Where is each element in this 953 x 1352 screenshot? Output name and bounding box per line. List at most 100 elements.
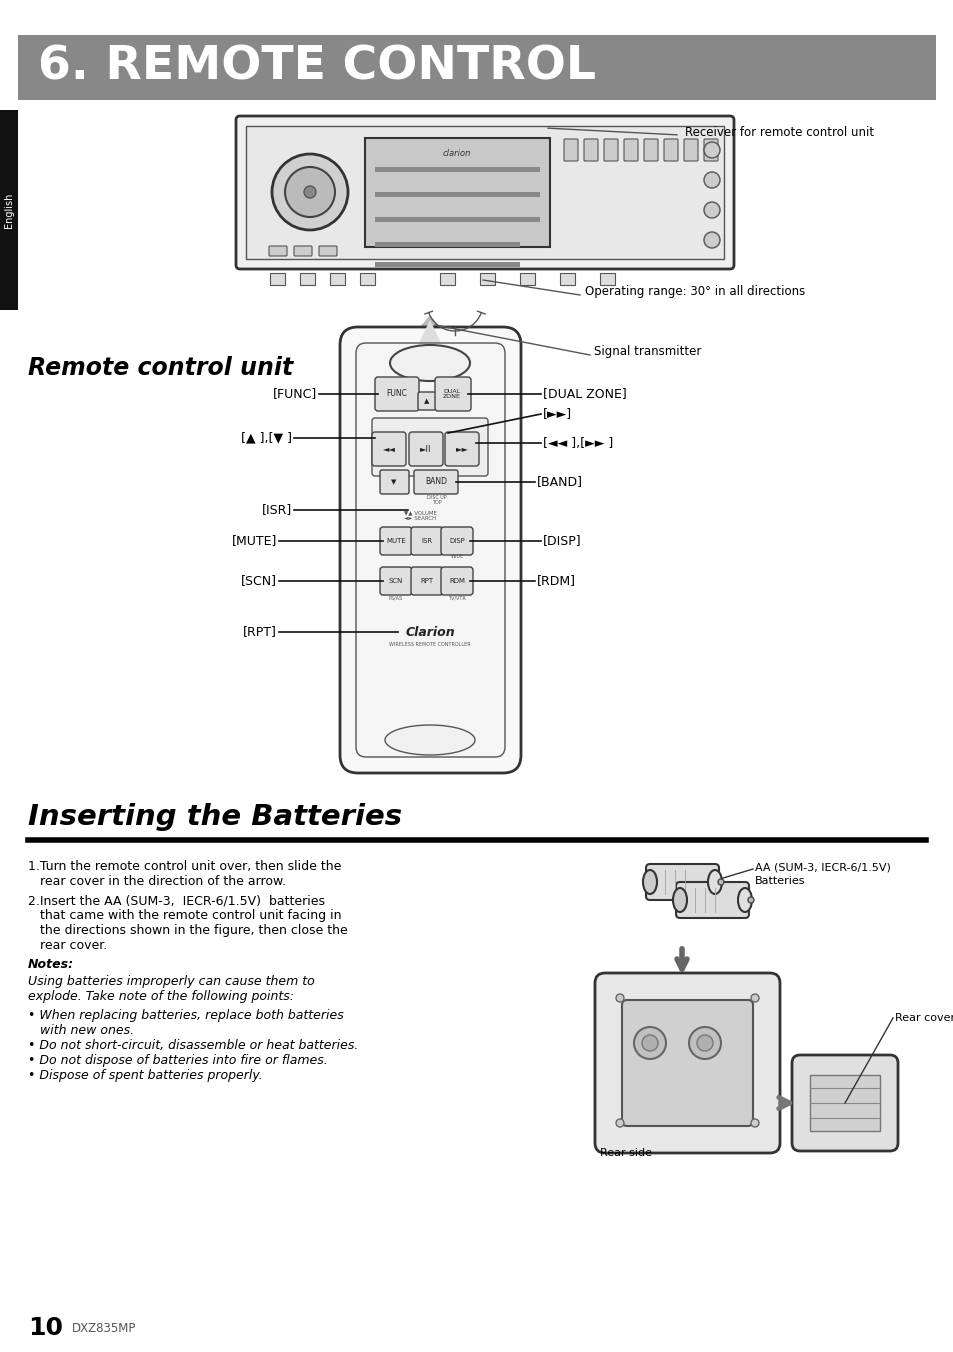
FancyBboxPatch shape bbox=[379, 566, 412, 595]
Text: PS/AS: PS/AS bbox=[389, 595, 402, 600]
FancyBboxPatch shape bbox=[440, 566, 473, 595]
Bar bbox=[375, 168, 539, 172]
FancyBboxPatch shape bbox=[414, 470, 457, 493]
Circle shape bbox=[616, 994, 623, 1002]
Circle shape bbox=[697, 1036, 712, 1051]
Text: Receiver for remote control unit: Receiver for remote control unit bbox=[684, 126, 873, 138]
Text: 2.Insert the AA (SUM-3,  IECR-6/1.5V)  batteries: 2.Insert the AA (SUM-3, IECR-6/1.5V) bat… bbox=[28, 894, 325, 907]
FancyBboxPatch shape bbox=[583, 139, 598, 161]
Bar bbox=[559, 273, 575, 285]
Text: [ISR]: [ISR] bbox=[261, 503, 292, 516]
Text: ▼▲ VOLUME
◄► SEARCH: ▼▲ VOLUME ◄► SEARCH bbox=[403, 511, 436, 522]
Bar bbox=[375, 218, 539, 222]
Text: [RDM]: [RDM] bbox=[537, 575, 576, 588]
Polygon shape bbox=[417, 320, 441, 345]
Text: • Do not dispose of batteries into fire or flames.: • Do not dispose of batteries into fire … bbox=[28, 1055, 328, 1067]
FancyBboxPatch shape bbox=[645, 864, 719, 900]
Ellipse shape bbox=[642, 869, 657, 894]
Text: WIDE: WIDE bbox=[450, 554, 463, 560]
Text: [MUTE]: [MUTE] bbox=[232, 534, 276, 548]
Text: [▲ ],[▼ ]: [▲ ],[▼ ] bbox=[241, 431, 292, 445]
Text: RPT: RPT bbox=[420, 579, 433, 584]
FancyBboxPatch shape bbox=[663, 139, 678, 161]
Text: MUTE: MUTE bbox=[386, 538, 405, 544]
Text: Operating range: 30° in all directions: Operating range: 30° in all directions bbox=[584, 285, 804, 299]
Text: RDM: RDM bbox=[449, 579, 464, 584]
Bar bbox=[18, 35, 935, 100]
Text: ▼: ▼ bbox=[391, 479, 396, 485]
Bar bbox=[359, 273, 375, 285]
Text: Rear cover: Rear cover bbox=[894, 1013, 953, 1023]
FancyBboxPatch shape bbox=[643, 139, 658, 161]
Text: [FUNC]: [FUNC] bbox=[273, 388, 316, 400]
Circle shape bbox=[718, 879, 723, 886]
FancyBboxPatch shape bbox=[379, 470, 409, 493]
FancyBboxPatch shape bbox=[379, 527, 412, 556]
Circle shape bbox=[750, 1119, 759, 1128]
Text: [DUAL ZONE]: [DUAL ZONE] bbox=[542, 388, 626, 400]
FancyBboxPatch shape bbox=[595, 973, 780, 1153]
Text: the directions shown in the figure, then close the: the directions shown in the figure, then… bbox=[28, 923, 348, 937]
Text: • Dispose of spent batteries properly.: • Dispose of spent batteries properly. bbox=[28, 1069, 262, 1082]
FancyBboxPatch shape bbox=[318, 246, 336, 256]
Text: Batteries: Batteries bbox=[754, 876, 804, 886]
Text: ►►: ►► bbox=[455, 445, 468, 453]
FancyBboxPatch shape bbox=[246, 126, 723, 260]
Text: [◄◄ ],[►► ]: [◄◄ ],[►► ] bbox=[542, 437, 613, 449]
Circle shape bbox=[272, 154, 348, 230]
FancyBboxPatch shape bbox=[676, 882, 748, 918]
Circle shape bbox=[703, 233, 720, 247]
Text: 6. REMOTE CONTROL: 6. REMOTE CONTROL bbox=[38, 45, 596, 91]
Text: AA (SUM-3, IECR-6/1.5V): AA (SUM-3, IECR-6/1.5V) bbox=[754, 863, 890, 873]
Text: explode. Take note of the following points:: explode. Take note of the following poin… bbox=[28, 990, 294, 1003]
Text: FUNC: FUNC bbox=[386, 389, 407, 399]
Bar bbox=[439, 273, 455, 285]
FancyBboxPatch shape bbox=[791, 1055, 897, 1151]
Text: English: English bbox=[4, 192, 14, 227]
Text: Clarion: Clarion bbox=[405, 626, 455, 638]
Circle shape bbox=[703, 201, 720, 218]
Text: Notes:: Notes: bbox=[28, 959, 74, 971]
Text: SCN: SCN bbox=[389, 579, 403, 584]
Text: • When replacing batteries, replace both batteries: • When replacing batteries, replace both… bbox=[28, 1009, 343, 1022]
Bar bbox=[519, 273, 535, 285]
Text: ►II: ►II bbox=[420, 445, 432, 453]
FancyBboxPatch shape bbox=[417, 392, 436, 410]
FancyBboxPatch shape bbox=[372, 418, 488, 476]
Circle shape bbox=[285, 168, 335, 218]
Text: POWER: POWER bbox=[386, 473, 403, 479]
Text: [BAND]: [BAND] bbox=[537, 476, 582, 488]
Text: TV/VTR: TV/VTR bbox=[448, 595, 465, 600]
Text: [SCN]: [SCN] bbox=[241, 575, 276, 588]
FancyBboxPatch shape bbox=[623, 139, 638, 161]
Circle shape bbox=[634, 1028, 665, 1059]
FancyBboxPatch shape bbox=[444, 433, 478, 466]
Text: 1.Turn the remote control unit over, then slide the: 1.Turn the remote control unit over, the… bbox=[28, 860, 341, 873]
Text: Remote control unit: Remote control unit bbox=[28, 356, 293, 380]
Ellipse shape bbox=[707, 869, 721, 894]
FancyBboxPatch shape bbox=[355, 343, 504, 757]
Text: DISP: DISP bbox=[449, 538, 464, 544]
Circle shape bbox=[641, 1036, 658, 1051]
Text: with new ones.: with new ones. bbox=[28, 1023, 134, 1037]
Circle shape bbox=[688, 1028, 720, 1059]
FancyBboxPatch shape bbox=[809, 1075, 879, 1132]
Polygon shape bbox=[405, 315, 455, 345]
FancyBboxPatch shape bbox=[235, 116, 733, 269]
Circle shape bbox=[747, 896, 753, 903]
Circle shape bbox=[616, 1119, 623, 1128]
FancyBboxPatch shape bbox=[294, 246, 312, 256]
Text: [RPT]: [RPT] bbox=[243, 626, 276, 638]
FancyBboxPatch shape bbox=[269, 246, 287, 256]
Circle shape bbox=[703, 172, 720, 188]
Text: Inserting the Batteries: Inserting the Batteries bbox=[28, 803, 402, 831]
FancyBboxPatch shape bbox=[375, 377, 418, 411]
Text: ▲: ▲ bbox=[424, 397, 429, 404]
FancyBboxPatch shape bbox=[372, 433, 406, 466]
FancyBboxPatch shape bbox=[703, 139, 718, 161]
Text: ISR: ISR bbox=[421, 538, 432, 544]
Circle shape bbox=[703, 142, 720, 158]
Bar bbox=[330, 273, 345, 285]
Text: • Do not short-circuit, disassemble or heat batteries.: • Do not short-circuit, disassemble or h… bbox=[28, 1038, 358, 1052]
FancyBboxPatch shape bbox=[411, 566, 442, 595]
